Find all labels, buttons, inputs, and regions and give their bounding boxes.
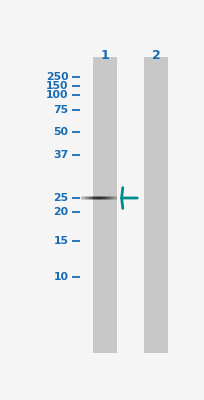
Text: 250: 250 — [46, 72, 68, 82]
Text: 37: 37 — [53, 150, 68, 160]
Text: 100: 100 — [46, 90, 68, 100]
Text: 50: 50 — [53, 127, 68, 137]
Bar — [92, 57, 117, 353]
Text: 2: 2 — [151, 49, 160, 62]
Bar — [143, 57, 167, 353]
Text: 20: 20 — [53, 207, 68, 217]
Text: 150: 150 — [46, 81, 68, 91]
Text: 10: 10 — [53, 272, 68, 282]
Text: 15: 15 — [53, 236, 68, 246]
Text: 75: 75 — [53, 105, 68, 115]
Text: 25: 25 — [53, 193, 68, 203]
Text: 1: 1 — [100, 49, 109, 62]
